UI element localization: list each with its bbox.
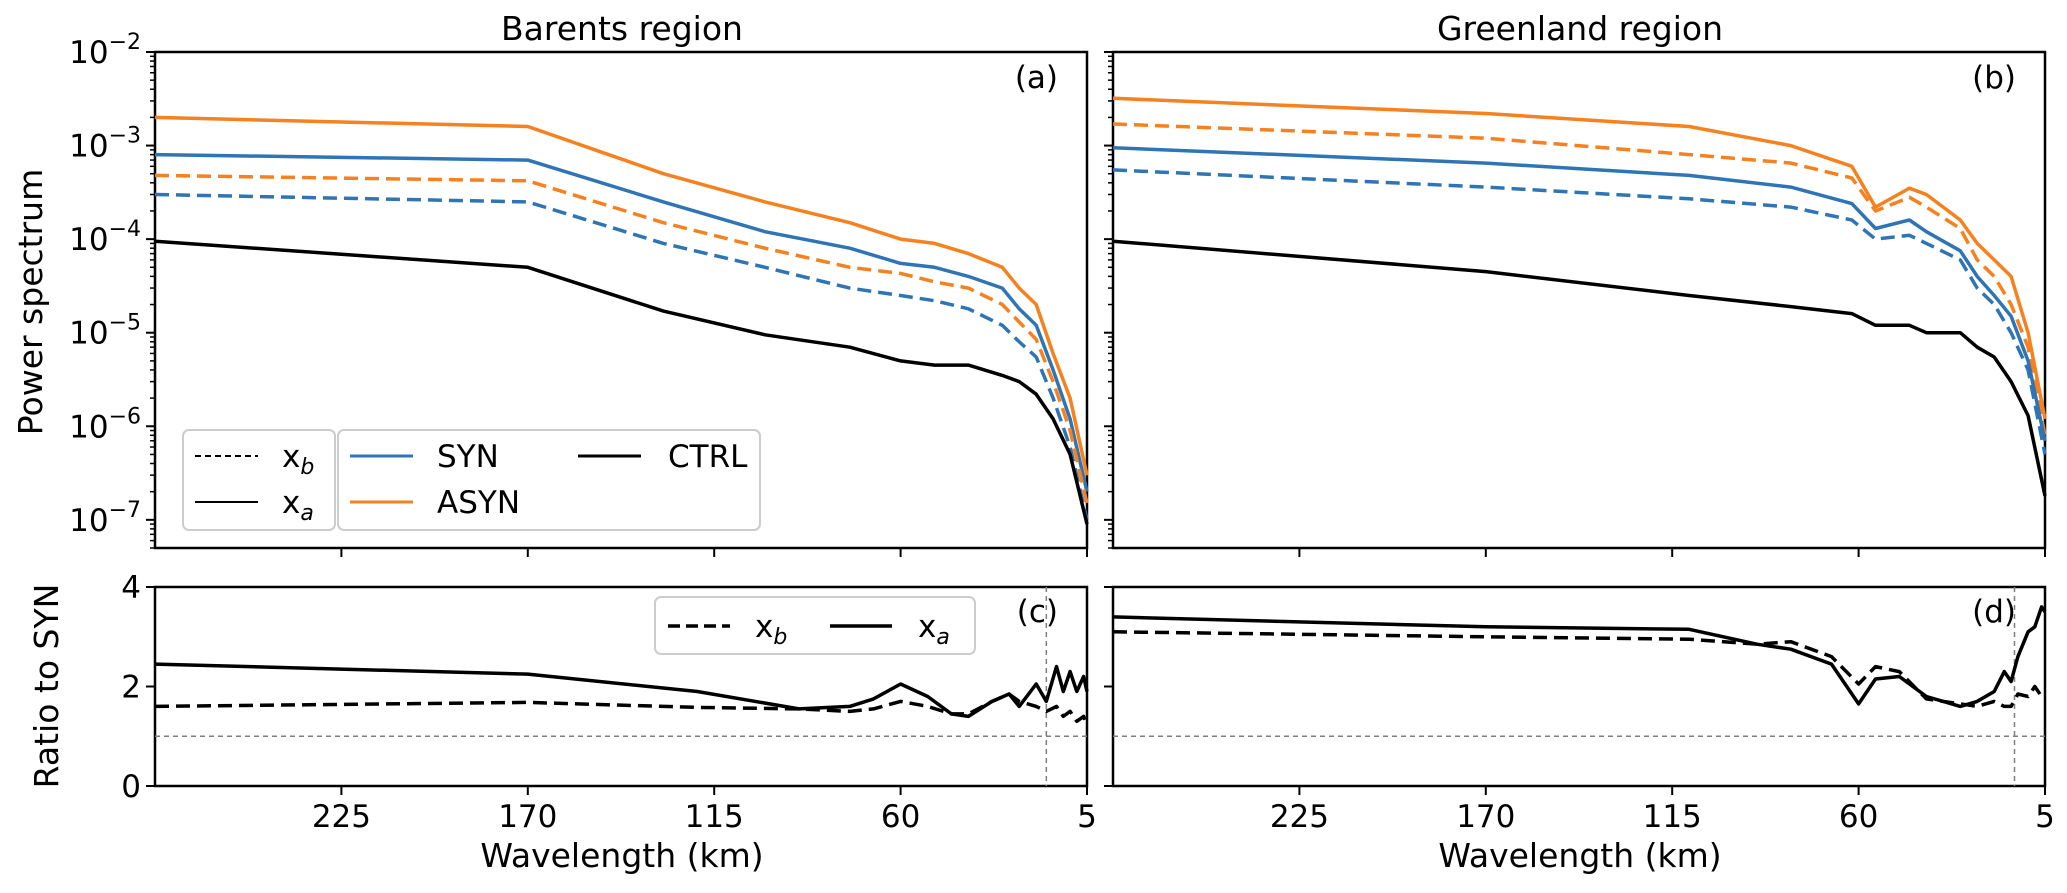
legend-label-ratio-xa: xa bbox=[918, 609, 950, 650]
series-line-asyn-xa-b bbox=[1112, 96, 2047, 420]
ratio-line-xa-c bbox=[154, 662, 1089, 719]
panel-a-barents-spectrum: 10−7 10−6 10−5 10−4 10−3 10−2 bbox=[69, 30, 1089, 557]
series-line-asyn-xb-b bbox=[1112, 122, 2047, 436]
legend-label-ctrl: CTRL bbox=[668, 439, 748, 475]
plot-frame-b bbox=[1111, 50, 2047, 550]
x-tick-label-d: 115 bbox=[1643, 799, 1702, 835]
y-tick-label-c: 2 bbox=[121, 670, 141, 706]
plot-frame-a bbox=[153, 50, 1089, 550]
legend-box-experiment bbox=[337, 429, 761, 531]
y-tick-label-c: 0 bbox=[121, 769, 141, 805]
series-line-syn-xa-b bbox=[1112, 145, 2047, 442]
x-tick-label-d: 225 bbox=[1270, 799, 1329, 835]
xlabel-c: Wavelength (km) bbox=[480, 836, 763, 875]
y-tick-label-c: 4 bbox=[121, 570, 141, 606]
legend-label-xa: xa bbox=[282, 485, 314, 526]
series-line-ctrl-xa-b bbox=[1112, 239, 2047, 497]
y-tick-label-a: 10−7 bbox=[69, 498, 141, 539]
panel-label-c: (c) bbox=[1017, 594, 1058, 630]
x-tick-label-c: 225 bbox=[312, 799, 371, 835]
series-line-asyn-xa-a bbox=[154, 115, 1089, 476]
plot-frame-d bbox=[1111, 585, 2047, 788]
ratio-line-xb-d bbox=[1112, 630, 2045, 709]
x-tick-label-d: 5 bbox=[2035, 799, 2055, 835]
x-tick-label-c: 115 bbox=[685, 799, 744, 835]
series-line-syn-xa-a bbox=[154, 152, 1089, 493]
panel-label-d: (d) bbox=[1972, 594, 2016, 630]
panel-label-a: (a) bbox=[1015, 60, 1058, 96]
x-tick-label-c: 170 bbox=[498, 799, 557, 835]
legend-label-ratio-xb: xb bbox=[755, 609, 787, 650]
legend-panel-a: xb xa SYN ASYN CTRL bbox=[182, 429, 761, 531]
panel-d-greenland-ratio: 225 170 115 60 5 bbox=[1104, 585, 2055, 835]
ylabel-ratio-to-syn: Ratio to SYN bbox=[27, 584, 66, 789]
x-tick-label-d: 170 bbox=[1456, 799, 1515, 835]
x-tick-label-d: 60 bbox=[1839, 799, 1878, 835]
panel-b-greenland-spectrum bbox=[1104, 50, 2047, 557]
series-line-asyn-xb-a bbox=[154, 173, 1089, 504]
title-barents: Barents region bbox=[501, 9, 743, 48]
y-tick-label-a: 10−4 bbox=[69, 217, 141, 258]
series-line-syn-xb-b bbox=[1112, 168, 2047, 455]
legend-panel-c: xb xa bbox=[654, 596, 976, 655]
ratio-line-xa-d bbox=[1112, 605, 2047, 709]
series-line-syn-xb-a bbox=[154, 192, 1089, 521]
legend-box-ratio bbox=[654, 596, 976, 655]
legend-label-xb: xb bbox=[282, 439, 314, 480]
panel-label-b: (b) bbox=[1972, 60, 2016, 96]
legend-label-syn: SYN bbox=[437, 439, 499, 475]
legend-label-asyn: ASYN bbox=[437, 485, 520, 521]
panel-c-barents-ratio: 0 2 4 225 170 115 60 5 bbox=[121, 570, 1097, 835]
y-tick-label-a: 10−6 bbox=[69, 404, 141, 445]
x-tick-label-c: 60 bbox=[881, 799, 920, 835]
x-tick-label-c: 5 bbox=[1077, 799, 1097, 835]
series-line-ctrl-xa-a bbox=[154, 239, 1089, 525]
y-tick-label-a: 10−3 bbox=[69, 124, 141, 165]
xlabel-d: Wavelength (km) bbox=[1438, 836, 1721, 875]
title-greenland: Greenland region bbox=[1437, 9, 1723, 48]
y-tick-label-a: 10−5 bbox=[69, 311, 141, 352]
y-tick-label-a: 10−2 bbox=[69, 30, 141, 71]
ylabel-power-spectrum: Power spectrum bbox=[11, 169, 50, 435]
